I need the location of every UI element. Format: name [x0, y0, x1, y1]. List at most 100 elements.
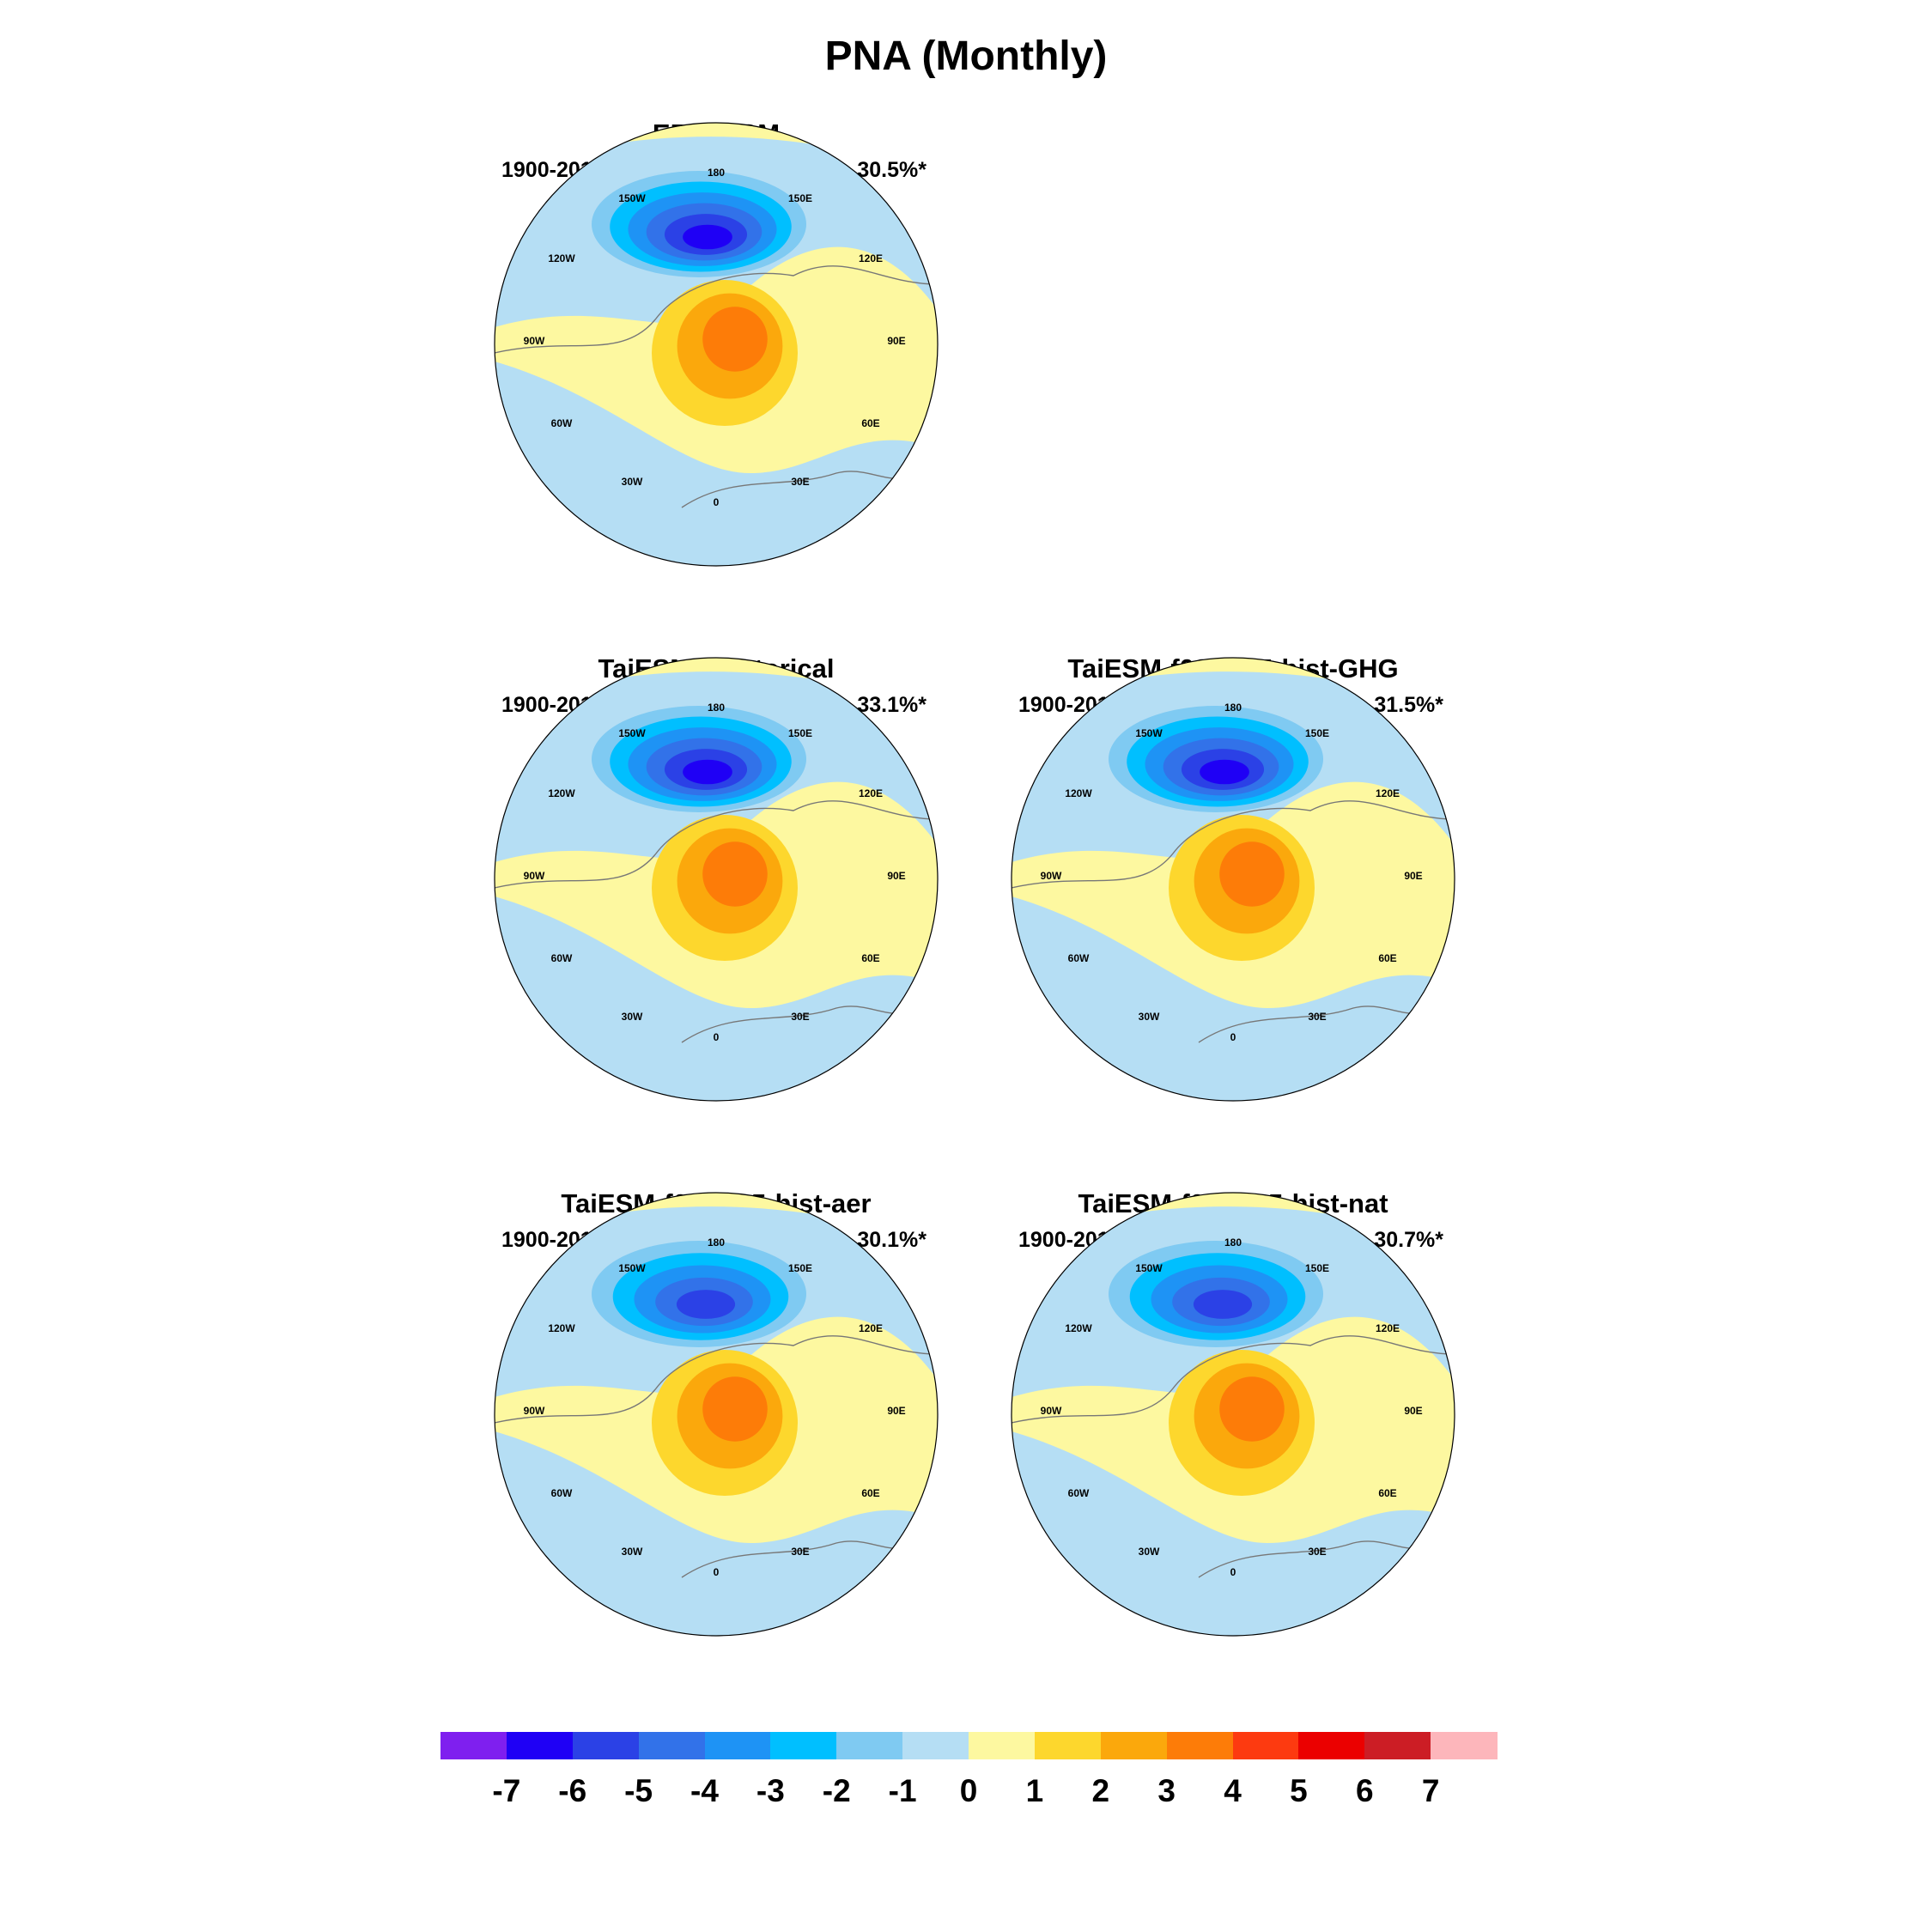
longitude-label-bottom: 0 — [1230, 1031, 1236, 1043]
colorbar-tick-label: 5 — [1290, 1773, 1308, 1808]
northern-positive-arc — [1061, 1193, 1455, 1244]
longitude-label-top: 180 — [708, 167, 725, 179]
northern-positive-arc — [1061, 658, 1455, 709]
longitude-label-top: 180 — [1224, 1236, 1242, 1249]
polar-map: 180 150W 150E 120W 120E 90W 90E 60W 60E 30W 30E 0 — [1011, 1192, 1455, 1637]
low-contour — [1193, 1290, 1253, 1319]
polar-map: 180 150W 150E 120W 120E 90W 90E 60W 60E 30W 30E 0 — [1011, 657, 1455, 1102]
colorbar-tick-label: 1 — [1025, 1773, 1044, 1808]
northern-positive-arc — [544, 658, 938, 709]
longitude-label-bottom_right: 30E — [791, 1546, 809, 1558]
colorbar-swatch — [638, 1732, 705, 1759]
colorbar-swatch — [704, 1732, 771, 1759]
colorbar-swatch — [836, 1732, 903, 1759]
longitude-label-left: 90W — [524, 335, 545, 347]
colorbar-swatch — [1034, 1732, 1102, 1759]
polar-map: 180 150W 150E 120W 120E 90W 90E 60W 60E 30W 30E 0 — [494, 122, 939, 567]
longitude-label-right: 90E — [887, 870, 905, 882]
longitude-label-lower_right: 60E — [1378, 952, 1396, 964]
colorbar-tick-label: -4 — [690, 1773, 719, 1808]
longitude-label-bottom_left: 30W — [622, 1011, 643, 1023]
longitude-label-upper_left: 120W — [1065, 1322, 1092, 1334]
longitude-label-right: 90E — [887, 1405, 905, 1417]
map-panel-hist-nat: TaiESM-f09-tn15-hist-nat1900-201430.7%*1… — [958, 1188, 1508, 1704]
longitude-label-upper_right: 120E — [1376, 787, 1400, 799]
colorbar-swatch — [770, 1732, 837, 1759]
longitude-label-bottom: 0 — [714, 496, 720, 508]
map-border — [494, 1192, 939, 1637]
high-contour — [1219, 841, 1285, 907]
longitude-label-lower_left: 60W — [551, 1487, 573, 1499]
longitude-label-bottom_left: 30W — [1139, 1011, 1160, 1023]
map-panel-hist-aer: TaiESM-f09-tn15-hist-aer1900-201430.1%*1… — [441, 1188, 991, 1704]
longitude-label-lower_right: 60E — [861, 952, 879, 964]
colorbar-tick-label: 6 — [1355, 1773, 1374, 1808]
longitude-label-bottom: 0 — [1230, 1566, 1236, 1578]
longitude-label-left: 90W — [524, 870, 545, 882]
explained-variance: 31.5%* — [1374, 693, 1443, 717]
northern-positive-arc — [544, 123, 938, 174]
colorbar-swatch — [1298, 1732, 1365, 1759]
longitude-label-lower_right: 60E — [861, 1487, 879, 1499]
colorbar-swatch — [902, 1732, 969, 1759]
longitude-label-top: 180 — [708, 702, 725, 714]
longitude-label-bottom: 0 — [714, 1031, 720, 1043]
high-contour — [702, 841, 768, 907]
longitude-label-bottom_right: 30E — [791, 476, 809, 488]
longitude-label-top_left: 150W — [618, 1262, 646, 1274]
map-panel-hist-ghg: TaiESM-f09-tn15-hist-GHG1900-201431.5%*1… — [958, 653, 1508, 1169]
colorbar-swatch — [1431, 1732, 1498, 1759]
polar-map: 180 150W 150E 120W 120E 90W 90E 60W 60E 30W 30E 0 — [494, 657, 939, 1102]
longitude-label-top_right: 150E — [788, 727, 812, 739]
longitude-label-lower_left: 60W — [551, 417, 573, 429]
low-contour — [683, 224, 732, 250]
northern-positive-arc — [544, 1193, 938, 1244]
colorbar-tick-label: 2 — [1091, 1773, 1110, 1808]
colorbar-tick-label: -1 — [888, 1773, 917, 1808]
longitude-label-top_right: 150E — [1305, 727, 1329, 739]
low-contour — [676, 1290, 736, 1319]
longitude-label-top_right: 150E — [788, 1262, 812, 1274]
colorbar-swatch — [506, 1732, 574, 1759]
colorbar: -7 -6 -5 -4 -3 -2 -1 0 1 2 3 4 5 6 7 — [440, 1732, 1498, 1808]
longitude-label-top_right: 150E — [1305, 1262, 1329, 1274]
longitude-label-bottom: 0 — [714, 1566, 720, 1578]
explained-variance: 30.1%* — [857, 1228, 927, 1252]
longitude-label-lower_right: 60E — [1378, 1487, 1396, 1499]
longitude-label-right: 90E — [1404, 1405, 1422, 1417]
longitude-label-top: 180 — [1224, 702, 1242, 714]
colorbar-tick-label: 0 — [959, 1773, 978, 1808]
longitude-label-bottom_right: 30E — [791, 1011, 809, 1023]
colorbar-swatch — [1364, 1732, 1431, 1759]
longitude-label-top: 180 — [708, 1236, 725, 1249]
longitude-label-lower_left: 60W — [551, 952, 573, 964]
high-contour — [1219, 1376, 1285, 1442]
colorbar-tick-label: 3 — [1157, 1773, 1176, 1808]
colorbar-swatch — [572, 1732, 640, 1759]
longitude-label-upper_left: 120W — [548, 252, 575, 264]
longitude-label-upper_left: 120W — [548, 1322, 575, 1334]
colorbar-tick-label: -2 — [822, 1773, 851, 1808]
longitude-label-upper_left: 120W — [1065, 787, 1092, 799]
longitude-label-top_left: 150W — [618, 727, 646, 739]
longitude-label-bottom_left: 30W — [622, 1546, 643, 1558]
longitude-label-upper_right: 120E — [859, 1322, 883, 1334]
longitude-label-left: 90W — [1041, 1405, 1062, 1417]
low-contour — [1200, 759, 1249, 785]
explained-variance: 30.7%* — [1374, 1228, 1443, 1252]
colorbar-swatch — [969, 1732, 1036, 1759]
longitude-label-upper_right: 120E — [859, 252, 883, 264]
high-contour — [702, 307, 768, 372]
longitude-label-right: 90E — [887, 335, 905, 347]
longitude-label-bottom_right: 30E — [1308, 1546, 1326, 1558]
longitude-label-left: 90W — [524, 1405, 545, 1417]
longitude-label-top_left: 150W — [1135, 1262, 1163, 1274]
colorbar-swatch — [440, 1732, 507, 1759]
colorbar-swatch — [1166, 1732, 1233, 1759]
longitude-label-top_left: 150W — [1135, 727, 1163, 739]
explained-variance: 33.1%* — [857, 693, 927, 717]
map-border — [494, 657, 939, 1102]
map-border — [494, 122, 939, 567]
longitude-label-left: 90W — [1041, 870, 1062, 882]
longitude-label-lower_left: 60W — [1068, 1487, 1090, 1499]
